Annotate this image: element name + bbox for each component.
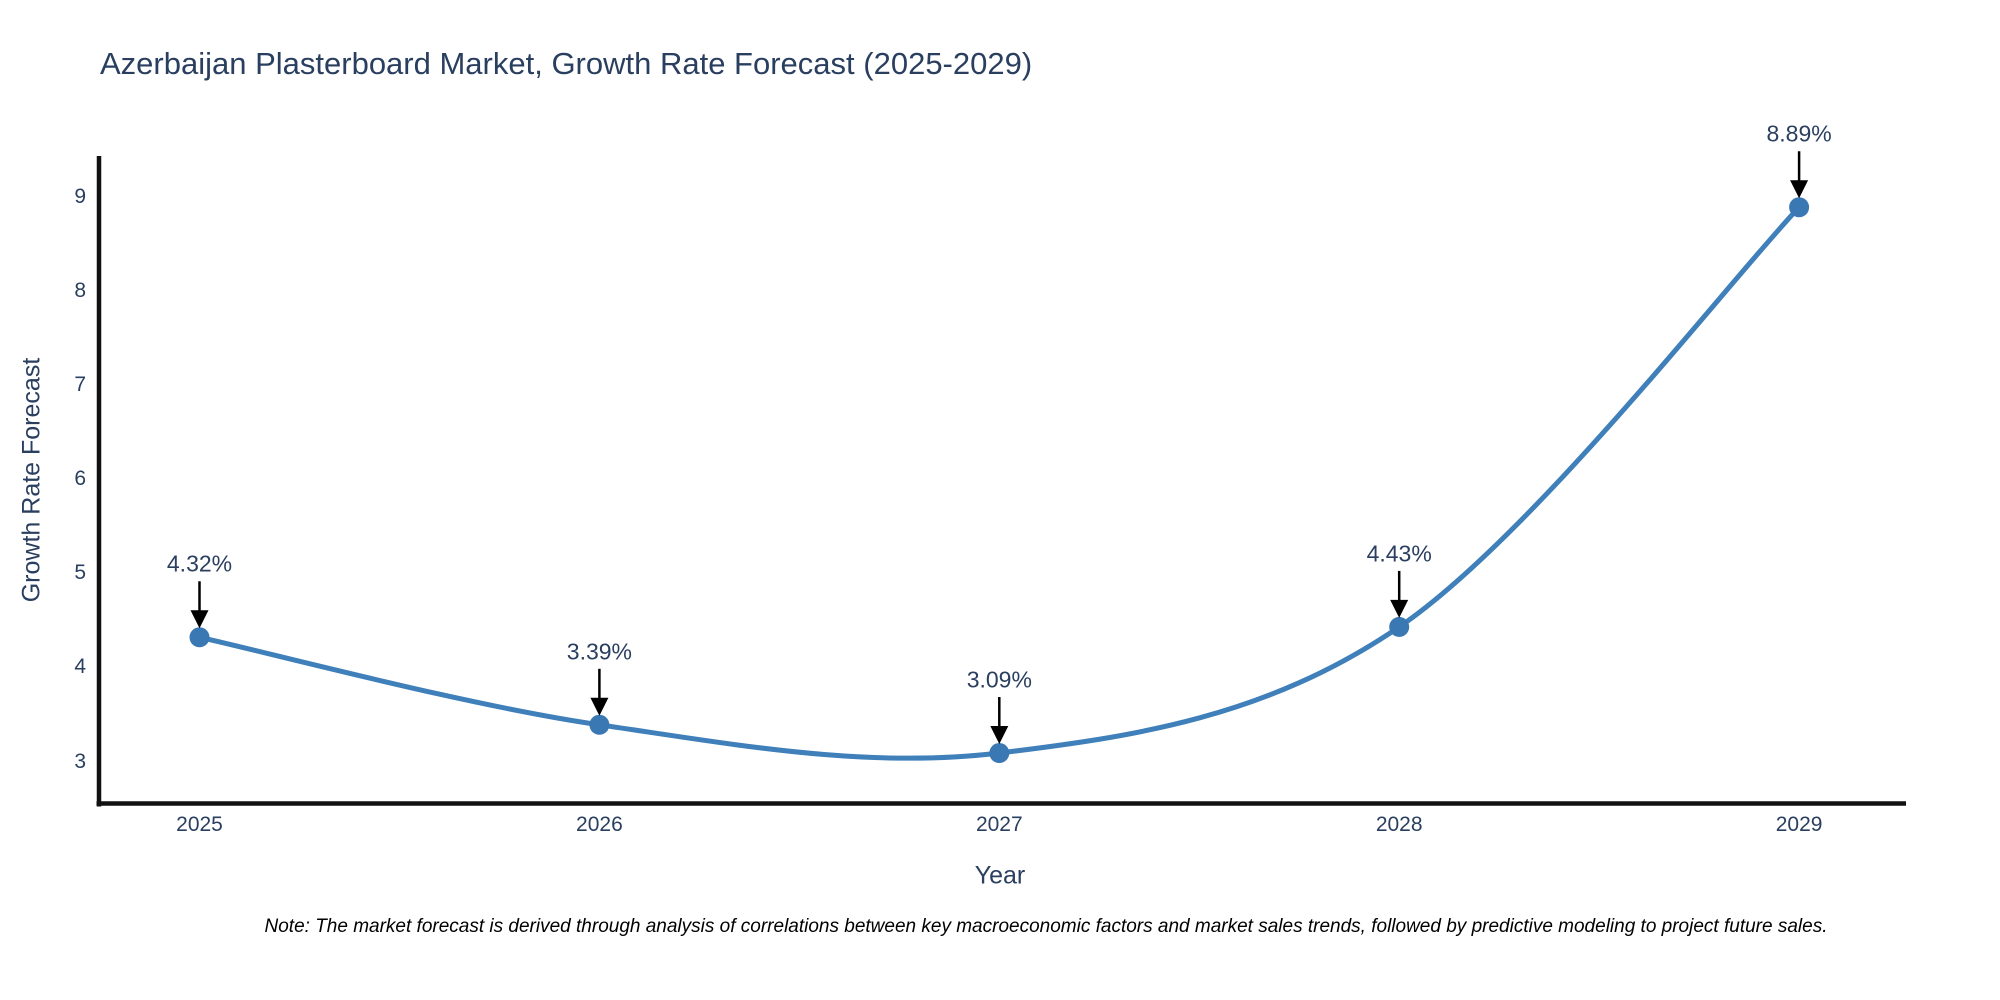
annotation-arrow-head (190, 610, 209, 629)
y-tick-label: 3 (74, 749, 86, 773)
x-tick-label: 2028 (1375, 813, 1423, 836)
point-value-label: 3.39% (566, 638, 632, 665)
data-point-marker (1789, 197, 1810, 218)
point-value-label: 4.43% (1366, 540, 1432, 567)
y-tick-label: 7 (74, 373, 86, 397)
y-tick-label: 9 (74, 184, 86, 208)
forecast-line (197, 204, 1802, 761)
data-point-marker (589, 714, 610, 735)
y-tick-label: 6 (74, 467, 86, 491)
x-tick-label: 2029 (1775, 813, 1823, 836)
annotation-arrow-head (990, 726, 1009, 745)
point-value-label: 4.32% (166, 550, 233, 577)
x-tick-label: 2027 (975, 813, 1023, 836)
annotation-arrow-head (1390, 599, 1409, 618)
chart-title: Azerbaijan Plasterboard Market, Growth R… (100, 46, 1033, 81)
footnote: Note: The market forecast is derived thr… (264, 916, 1828, 937)
x-tick-label: 2026 (576, 813, 623, 836)
x-tick-label: 2025 (176, 813, 223, 836)
x-axis-title: Year (974, 861, 1026, 890)
data-point-marker (1389, 616, 1410, 637)
data-point-marker (989, 743, 1010, 764)
point-value-label: 8.89% (1766, 120, 1832, 147)
point-value-label: 3.09% (966, 666, 1032, 693)
y-tick-label: 4 (74, 655, 86, 679)
data-point-marker (189, 627, 210, 648)
annotation-arrow-head (1790, 180, 1809, 199)
y-tick-label: 8 (74, 279, 86, 302)
y-tick-label: 5 (74, 561, 86, 585)
annotation-arrow-head (590, 697, 609, 716)
